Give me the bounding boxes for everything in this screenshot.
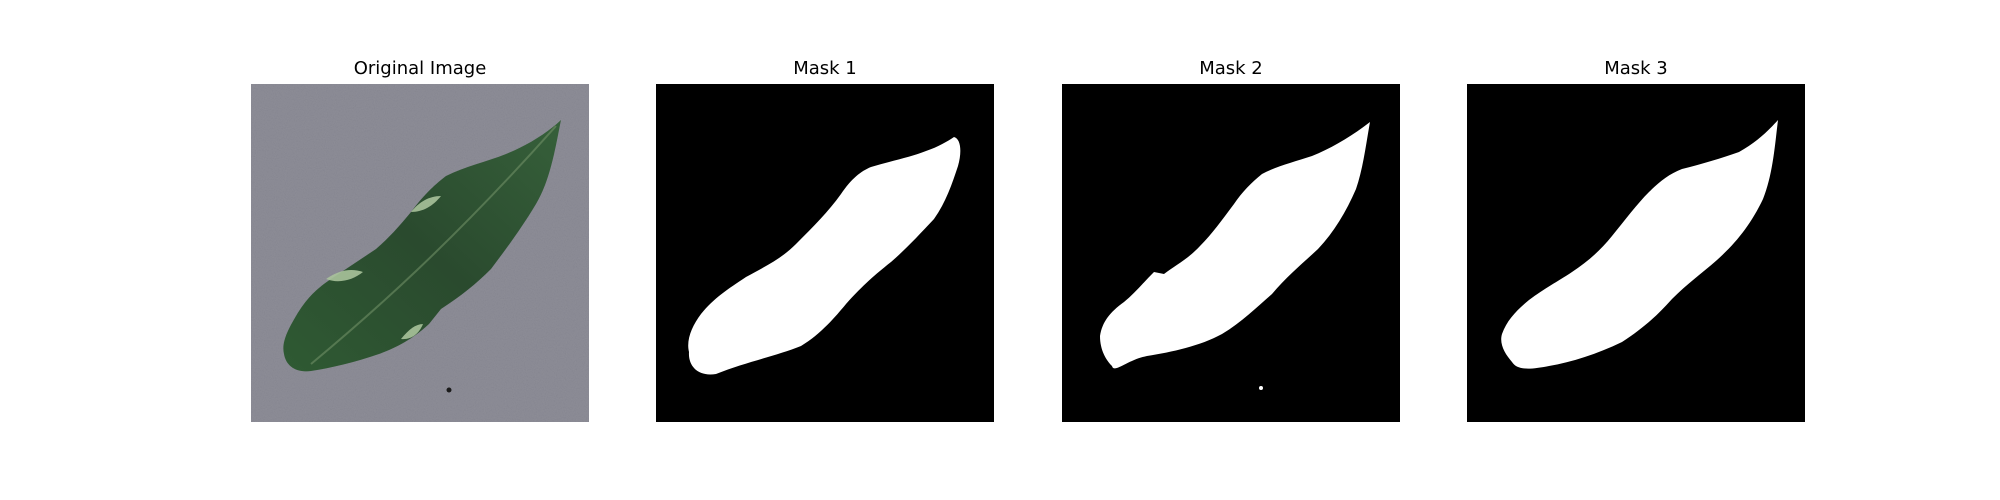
mask-1-panel: Mask 1 — [656, 0, 994, 500]
mask-1-image — [656, 84, 994, 422]
mask-3-image — [1467, 84, 1805, 422]
leaf-midrib — [310, 125, 557, 365]
mask-3-panel: Mask 3 — [1467, 0, 1805, 500]
mask-foreground — [1100, 122, 1370, 369]
leaf-fold-2 — [326, 270, 363, 282]
speck — [446, 387, 452, 393]
mask-2-panel: Mask 2 — [1062, 0, 1400, 500]
mask-3-title: Mask 3 — [1604, 58, 1668, 79]
mask-foreground — [688, 137, 961, 375]
mask-foreground — [1501, 120, 1778, 369]
mask-2-image — [1062, 84, 1400, 422]
original-image — [251, 84, 589, 422]
leaf-shape — [283, 120, 561, 372]
mask-speck — [1259, 386, 1263, 390]
mask-1-title: Mask 1 — [793, 58, 857, 79]
leaf-fold-1 — [411, 196, 441, 212]
original-image-panel: Original Image — [251, 0, 589, 500]
leaf-fold-3 — [401, 324, 423, 340]
original-image-title: Original Image — [353, 58, 487, 79]
mask-2-title: Mask 2 — [1199, 58, 1263, 79]
